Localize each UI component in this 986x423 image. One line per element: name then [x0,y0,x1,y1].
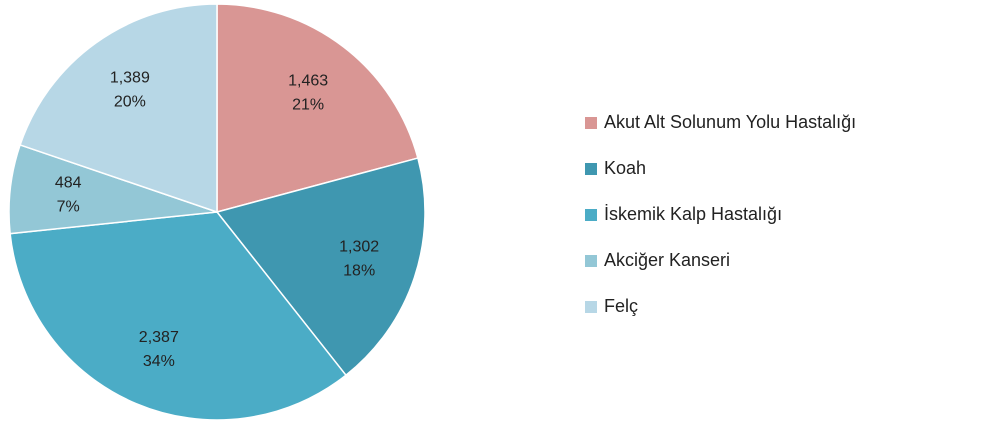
data-label: 1,389 [110,69,150,86]
legend-label: Felç [604,296,638,316]
legend-swatch [585,163,597,175]
percent-label: 21% [292,96,324,113]
data-label: 1,463 [288,72,328,89]
pie-slice [19,3,218,214]
pie-slice [215,157,426,377]
data-label: 2,387 [139,329,179,346]
percent-label: 18% [343,262,375,279]
legend-swatch [585,301,597,313]
legend-swatch [585,117,597,129]
percent-label: 7% [57,198,80,215]
legend-swatch [585,255,597,267]
pie-slice [9,211,347,421]
data-label: 484 [55,174,82,191]
legend-label: Akciğer Kanseri [604,250,730,270]
pie-slice [216,3,419,213]
legend-swatch [585,209,597,221]
percent-label: 34% [143,353,175,370]
legend-label: Akut Alt Solunum Yolu Hastalığı [604,112,856,132]
legend-label: İskemik Kalp Hastalığı [604,204,782,224]
data-label: 1,302 [339,238,379,255]
percent-label: 20% [114,93,146,110]
legend-label: Koah [604,158,646,178]
